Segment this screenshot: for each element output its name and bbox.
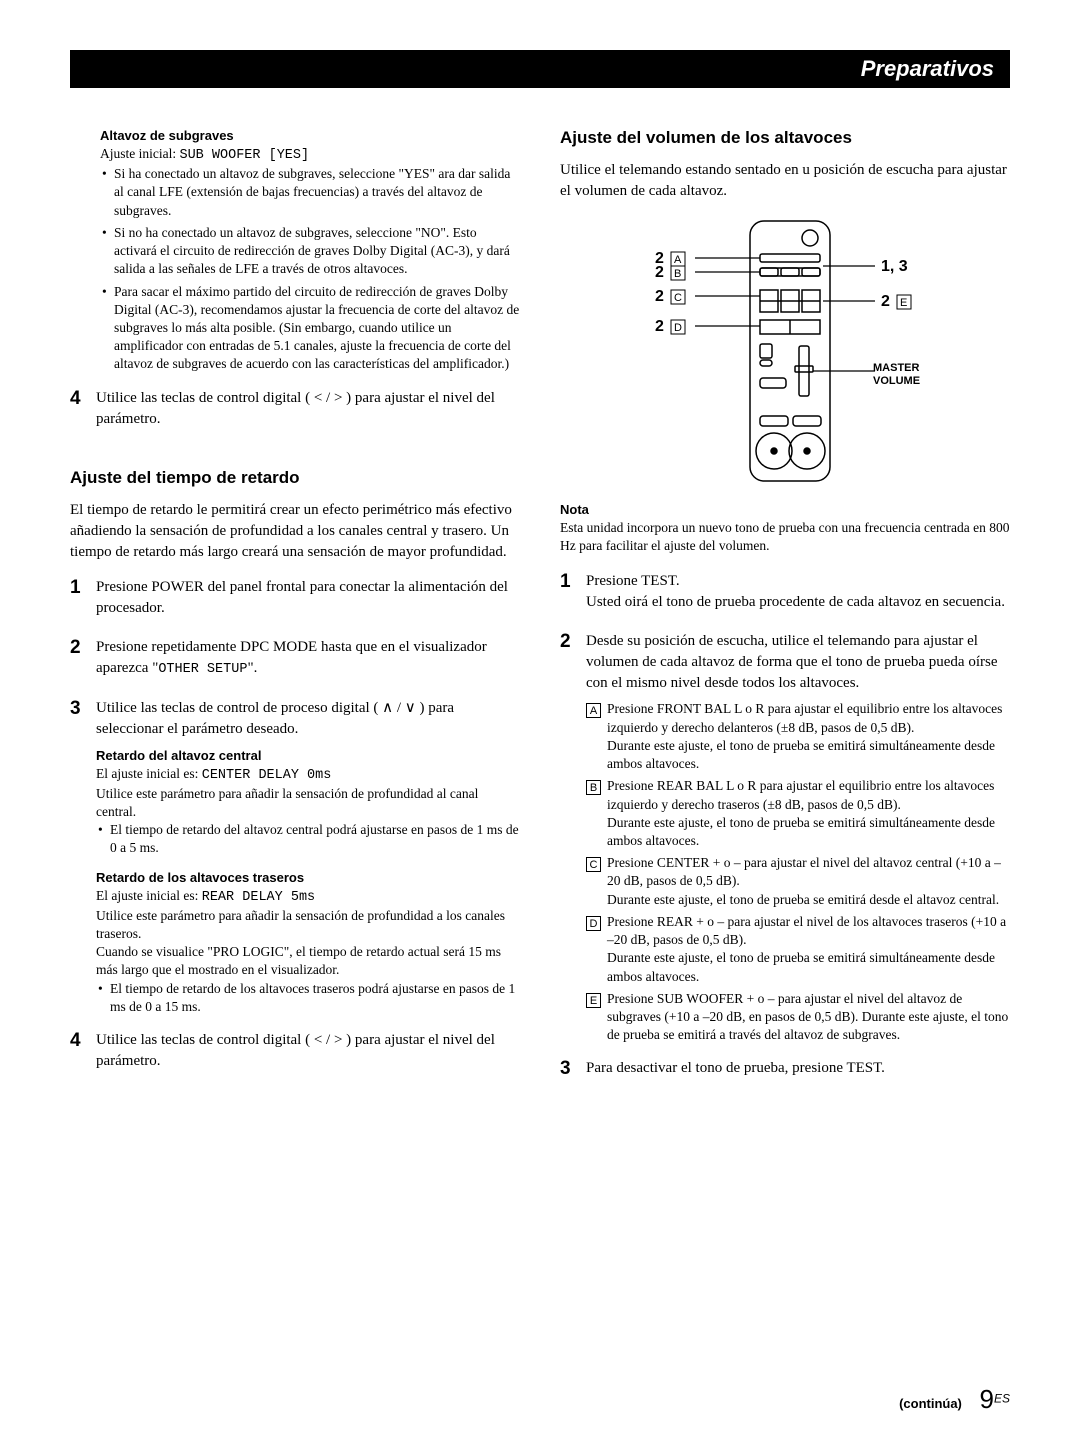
diagram-label-2d: 2 <box>655 318 664 335</box>
step-text: Utilice las teclas de control digital ( … <box>96 1030 520 1072</box>
footer-lang: ES <box>994 1392 1010 1406</box>
letter-text: Presione FRONT BAL L o R para ajustar el… <box>607 700 1010 773</box>
letter-item-d: D Presione REAR + o – para ajustar el ni… <box>586 913 1010 986</box>
letter-box: B <box>586 780 601 795</box>
left-column: Altavoz de subgraves Ajuste inicial: SUB… <box>70 128 520 1098</box>
step-number: 3 <box>560 1058 586 1080</box>
vol-step-2: 2 Desde su posición de escucha, utilice … <box>560 631 1010 694</box>
step-4b: 4 Utilice las teclas de control digital … <box>70 1030 520 1072</box>
step-number: 4 <box>70 1030 96 1072</box>
subwoofer-bullet: Para sacar el máximo partido del circuit… <box>114 283 520 374</box>
letter-text: Presione SUB WOOFER + o – para ajustar e… <box>607 990 1010 1045</box>
center-delay-heading: Retardo del altavoz central <box>96 748 520 763</box>
center-init-value: CENTER DELAY 0ms <box>202 768 332 783</box>
step-text: Utilice las teclas de control digital ( … <box>96 388 520 430</box>
nota-text: Esta unidad incorpora un nuevo tono de p… <box>560 519 1010 555</box>
subwoofer-initial-label: Ajuste inicial: <box>100 146 179 161</box>
center-delay-desc: Utilice este parámetro para añadir la se… <box>96 785 520 821</box>
letter-box: D <box>586 916 601 931</box>
rear-delay-bullet: El tiempo de retardo de los altavoces tr… <box>110 980 520 1016</box>
letter-item-e: E Presione SUB WOOFER + o – para ajustar… <box>586 990 1010 1045</box>
rear-delay-heading: Retardo de los altavoces traseros <box>96 870 520 885</box>
step-number: 2 <box>560 631 586 694</box>
step-text: Desde su posición de escucha, utilice el… <box>586 631 1010 694</box>
step-text: Presione POWER del panel frontal para co… <box>96 577 520 619</box>
page-footer: (continúa) 9ES <box>899 1384 1010 1415</box>
rear-delay-desc: Utilice este parámetro para añadir la se… <box>96 907 520 980</box>
rear-init-value: REAR DELAY 5ms <box>202 890 315 905</box>
step2-mono: OTHER SETUP <box>158 662 247 677</box>
subwoofer-initial: Ajuste inicial: SUB WOOFER [YES] <box>100 145 520 165</box>
diagram-label-2b: 2 <box>655 264 664 281</box>
letter-item-a: A Presione FRONT BAL L o R para ajustar … <box>586 700 1010 773</box>
subwoofer-heading: Altavoz de subgraves <box>100 128 520 143</box>
svg-text:MASTER: MASTER <box>873 362 920 374</box>
letter-text: Presione REAR BAL L o R para ajustar el … <box>607 777 1010 850</box>
letter-text: Presione CENTER + o – para ajustar el ni… <box>607 854 1010 909</box>
rear-delay-initial: El ajuste inicial es: REAR DELAY 5ms <box>96 887 520 907</box>
center-init-label: El ajuste inicial es: <box>96 766 202 781</box>
step-text: Utilice las teclas de control de proceso… <box>96 698 520 740</box>
step-number: 1 <box>70 577 96 619</box>
letter-item-b: B Presione REAR BAL L o R para ajustar e… <box>586 777 1010 850</box>
svg-text:D: D <box>674 322 682 334</box>
subwoofer-bullet: Si no ha conectado un altavoz de subgrav… <box>114 224 520 279</box>
diagram-label-13: 1, 3 <box>881 258 908 275</box>
header-bar: Preparativos <box>70 50 1010 88</box>
vol-step-1: 1 Presione TEST. Usted oirá el tono de p… <box>560 571 1010 613</box>
delay-step-2: 2 Presione repetidamente DPC MODE hasta … <box>70 637 520 680</box>
step2-text-b: ". <box>247 660 257 676</box>
footer-page-number: 9 <box>980 1384 994 1414</box>
content-columns: Altavoz de subgraves Ajuste inicial: SUB… <box>70 128 1010 1098</box>
delay-section-title: Ajuste del tiempo de retardo <box>70 468 520 488</box>
diagram-label-2e: 2 <box>881 293 890 310</box>
nota-heading: Nota <box>560 502 1010 517</box>
step-number: 4 <box>70 388 96 430</box>
step-number: 1 <box>560 571 586 613</box>
letter-box: E <box>586 993 601 1008</box>
delay-intro: El tiempo de retardo le permitirá crear … <box>70 500 520 563</box>
letter-box: C <box>586 857 601 872</box>
letter-item-c: C Presione CENTER + o – para ajustar el … <box>586 854 1010 909</box>
remote-svg: 2 2 2 2 1, 3 2 A B C D <box>645 216 925 486</box>
step-number: 3 <box>70 698 96 740</box>
vol-step-3: 3 Para desactivar el tono de prueba, pre… <box>560 1058 1010 1080</box>
rear-init-label: El ajuste inicial es: <box>96 888 202 903</box>
svg-text:E: E <box>900 297 907 309</box>
letter-box: A <box>586 703 601 718</box>
delay-step-1: 1 Presione POWER del panel frontal para … <box>70 577 520 619</box>
subwoofer-bullets: Si ha conectado un altavoz de subgraves,… <box>100 165 520 373</box>
svg-text:VOLUME: VOLUME <box>873 375 920 387</box>
center-delay-initial: El ajuste inicial es: CENTER DELAY 0ms <box>96 765 520 785</box>
step2-text-a: Presione repetidamente DPC MODE hasta qu… <box>96 639 487 676</box>
remote-diagram: 2 2 2 2 1, 3 2 A B C D <box>645 216 925 486</box>
center-delay-bullets: El tiempo de retardo del altavoz central… <box>96 821 520 857</box>
step-number: 2 <box>70 637 96 680</box>
step-text: Para desactivar el tono de prueba, presi… <box>586 1058 1010 1080</box>
svg-text:C: C <box>674 292 682 304</box>
center-delay-bullet: El tiempo de retardo del altavoz central… <box>110 821 520 857</box>
svg-text:B: B <box>674 268 681 280</box>
rear-delay-bullets: El tiempo de retardo de los altavoces tr… <box>96 980 520 1016</box>
volume-intro: Utilice el telemando estando sentado en … <box>560 160 1010 202</box>
letter-text: Presione REAR + o – para ajustar el nive… <box>607 913 1010 986</box>
delay-step-3: 3 Utilice las teclas de control de proce… <box>70 698 520 740</box>
subwoofer-bullet: Si ha conectado un altavoz de subgraves,… <box>114 165 520 220</box>
footer-continua: (continúa) <box>899 1396 962 1411</box>
right-column: Ajuste del volumen de los altavoces Util… <box>560 128 1010 1098</box>
svg-text:A: A <box>674 254 682 266</box>
step-text: Presione repetidamente DPC MODE hasta qu… <box>96 637 520 680</box>
subwoofer-initial-value: SUB WOOFER [YES] <box>179 148 309 163</box>
step-4a: 4 Utilice las teclas de control digital … <box>70 388 520 430</box>
diagram-label-2c: 2 <box>655 288 664 305</box>
step-text: Presione TEST. Usted oirá el tono de pru… <box>586 571 1010 613</box>
volume-section-title: Ajuste del volumen de los altavoces <box>560 128 1010 148</box>
